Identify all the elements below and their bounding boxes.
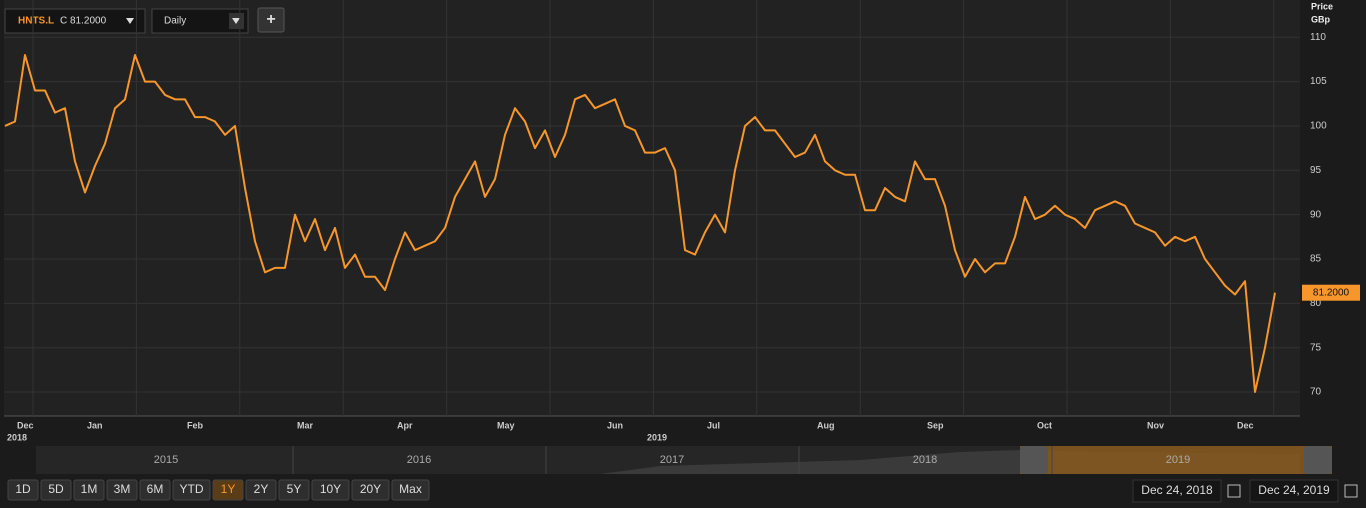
interval: Daily (164, 16, 186, 27)
range-button[interactable] (73, 479, 105, 501)
axis-title: Price (1311, 1, 1333, 11)
range-button[interactable] (351, 479, 390, 501)
add-icon: + (266, 11, 275, 28)
symbol: HNTS.L (18, 16, 54, 27)
x-tick-label: May (497, 420, 515, 430)
year-label: 2019 (647, 432, 667, 442)
navigator-year: 2018 (913, 454, 937, 466)
range-button[interactable] (139, 479, 171, 501)
close-price: C 81.2000 (60, 16, 107, 27)
x-tick-label: Jun (607, 420, 623, 430)
navigator-handle[interactable] (1020, 446, 1048, 474)
last-price-tag (1302, 284, 1360, 301)
add-button[interactable] (257, 7, 285, 33)
x-tick-label: Jan (87, 420, 103, 430)
range-button[interactable] (106, 479, 138, 501)
y-tick-label: 85 (1310, 254, 1322, 265)
y-tick-label: 95 (1310, 165, 1322, 176)
x-tick-label: Dec (17, 420, 34, 430)
navigator-year: 2017 (660, 454, 684, 466)
range-label: 5Y (287, 482, 302, 496)
dropdown-arrow (126, 18, 134, 24)
range-label: Max (399, 482, 422, 496)
range-button[interactable] (245, 479, 277, 501)
y-tick-label: 90 (1310, 209, 1322, 220)
calendar-icon[interactable] (1227, 484, 1241, 498)
range-label: 5D (48, 482, 64, 496)
x-tick-label: Jul (707, 420, 720, 430)
date-to: Dec 24, 2019 (1258, 483, 1330, 497)
y-tick-label: 70 (1310, 387, 1322, 398)
range-label: 1M (81, 482, 98, 496)
y-tick-label: 80 (1310, 298, 1322, 309)
x-tick-label: Nov (1147, 420, 1164, 430)
axis-unit: GBp (1311, 14, 1331, 24)
range-label: YTD (180, 482, 204, 496)
range-label: 1Y (221, 482, 236, 496)
range-button[interactable] (40, 479, 72, 501)
navigator-selection (1020, 446, 1332, 474)
x-tick-label: Dec (1237, 420, 1254, 430)
navigator-year: 2015 (154, 454, 178, 466)
range-button[interactable] (391, 479, 430, 501)
range-label: 20Y (360, 482, 381, 496)
range-button[interactable] (172, 479, 211, 501)
range-button[interactable] (212, 479, 244, 501)
plot-area (4, 0, 1300, 416)
range-button[interactable] (311, 479, 350, 501)
x-tick-label: Apr (397, 420, 413, 430)
y-tick-label: 75 (1310, 342, 1322, 353)
last-price-label: 81.2000 (1313, 287, 1350, 298)
date-from: Dec 24, 2018 (1141, 483, 1213, 497)
calendar-icon[interactable] (1344, 484, 1358, 498)
y-tick-label: 110 (1310, 32, 1326, 43)
x-tick-label: Mar (297, 420, 314, 430)
price-line (4, 53, 1276, 394)
navigator-handle[interactable] (1304, 446, 1332, 474)
navigator-year: 2019 (1166, 454, 1190, 466)
x-tick-label: Sep (927, 420, 944, 430)
range-label: 1D (15, 482, 31, 496)
symbol-box[interactable] (4, 8, 146, 34)
range-label: 6M (147, 482, 164, 496)
x-tick-label: Oct (1037, 420, 1052, 430)
x-tick-label: Feb (187, 420, 204, 430)
range-label: 2Y (254, 482, 269, 496)
navigator-year: 2016 (407, 454, 431, 466)
x-tick-label: Aug (817, 420, 835, 430)
date-box[interactable] (1249, 479, 1339, 503)
year-label: 2018 (7, 432, 27, 442)
y-tick-label: 100 (1310, 121, 1327, 132)
y-tick-label: 105 (1310, 76, 1327, 87)
range-button[interactable] (7, 479, 39, 501)
range-button[interactable] (278, 479, 310, 501)
dropdown-arrow (232, 18, 240, 24)
range-label: 3M (114, 482, 131, 496)
range-label: 10Y (320, 482, 341, 496)
date-box[interactable] (1132, 479, 1222, 503)
